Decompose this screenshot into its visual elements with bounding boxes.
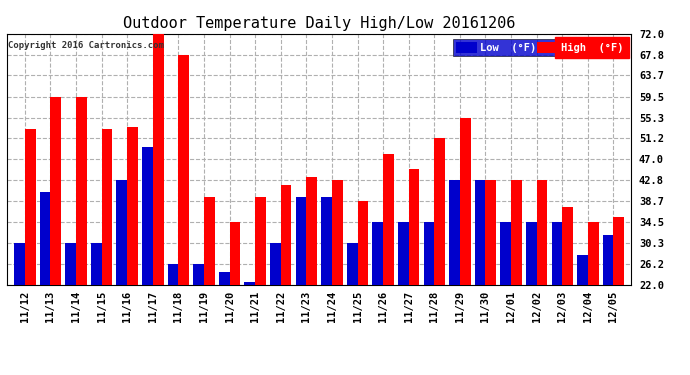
Bar <box>219 272 230 285</box>
Bar <box>179 55 189 285</box>
Bar <box>357 201 368 285</box>
Bar <box>602 235 613 285</box>
Bar <box>486 180 496 285</box>
Bar <box>204 197 215 285</box>
Bar <box>332 180 343 285</box>
Bar <box>511 180 522 285</box>
Bar <box>39 192 50 285</box>
Bar <box>244 282 255 285</box>
Bar <box>562 207 573 285</box>
Title: Outdoor Temperature Daily High/Low 20161206: Outdoor Temperature Daily High/Low 20161… <box>123 16 515 31</box>
Bar <box>281 184 291 285</box>
Bar <box>91 243 101 285</box>
Bar <box>193 264 204 285</box>
Bar <box>577 255 588 285</box>
Bar <box>101 129 112 285</box>
Bar <box>551 222 562 285</box>
Bar <box>408 170 420 285</box>
Bar <box>230 222 240 285</box>
Bar <box>76 97 87 285</box>
Legend: Low  (°F), High  (°F): Low (°F), High (°F) <box>453 39 626 56</box>
Bar <box>588 222 599 285</box>
Text: Copyright 2016 Cartronics.com: Copyright 2016 Cartronics.com <box>8 41 164 50</box>
Bar <box>347 243 357 285</box>
Bar <box>50 97 61 285</box>
Bar <box>526 222 537 285</box>
Bar <box>14 243 25 285</box>
Bar <box>127 127 138 285</box>
Bar <box>306 177 317 285</box>
Bar <box>460 118 471 285</box>
Bar <box>613 217 624 285</box>
Bar <box>424 222 434 285</box>
Bar <box>25 129 36 285</box>
Bar <box>66 243 76 285</box>
Bar <box>295 197 306 285</box>
Bar <box>321 197 332 285</box>
Bar <box>537 180 547 285</box>
Bar <box>168 264 179 285</box>
Bar <box>398 222 408 285</box>
Bar <box>117 180 127 285</box>
Bar <box>142 147 152 285</box>
Bar <box>383 154 394 285</box>
Bar <box>500 222 511 285</box>
Bar <box>270 243 281 285</box>
Bar <box>152 34 164 285</box>
Bar <box>475 180 486 285</box>
Bar <box>449 180 460 285</box>
Bar <box>255 197 266 285</box>
Bar <box>373 222 383 285</box>
Bar <box>434 138 445 285</box>
